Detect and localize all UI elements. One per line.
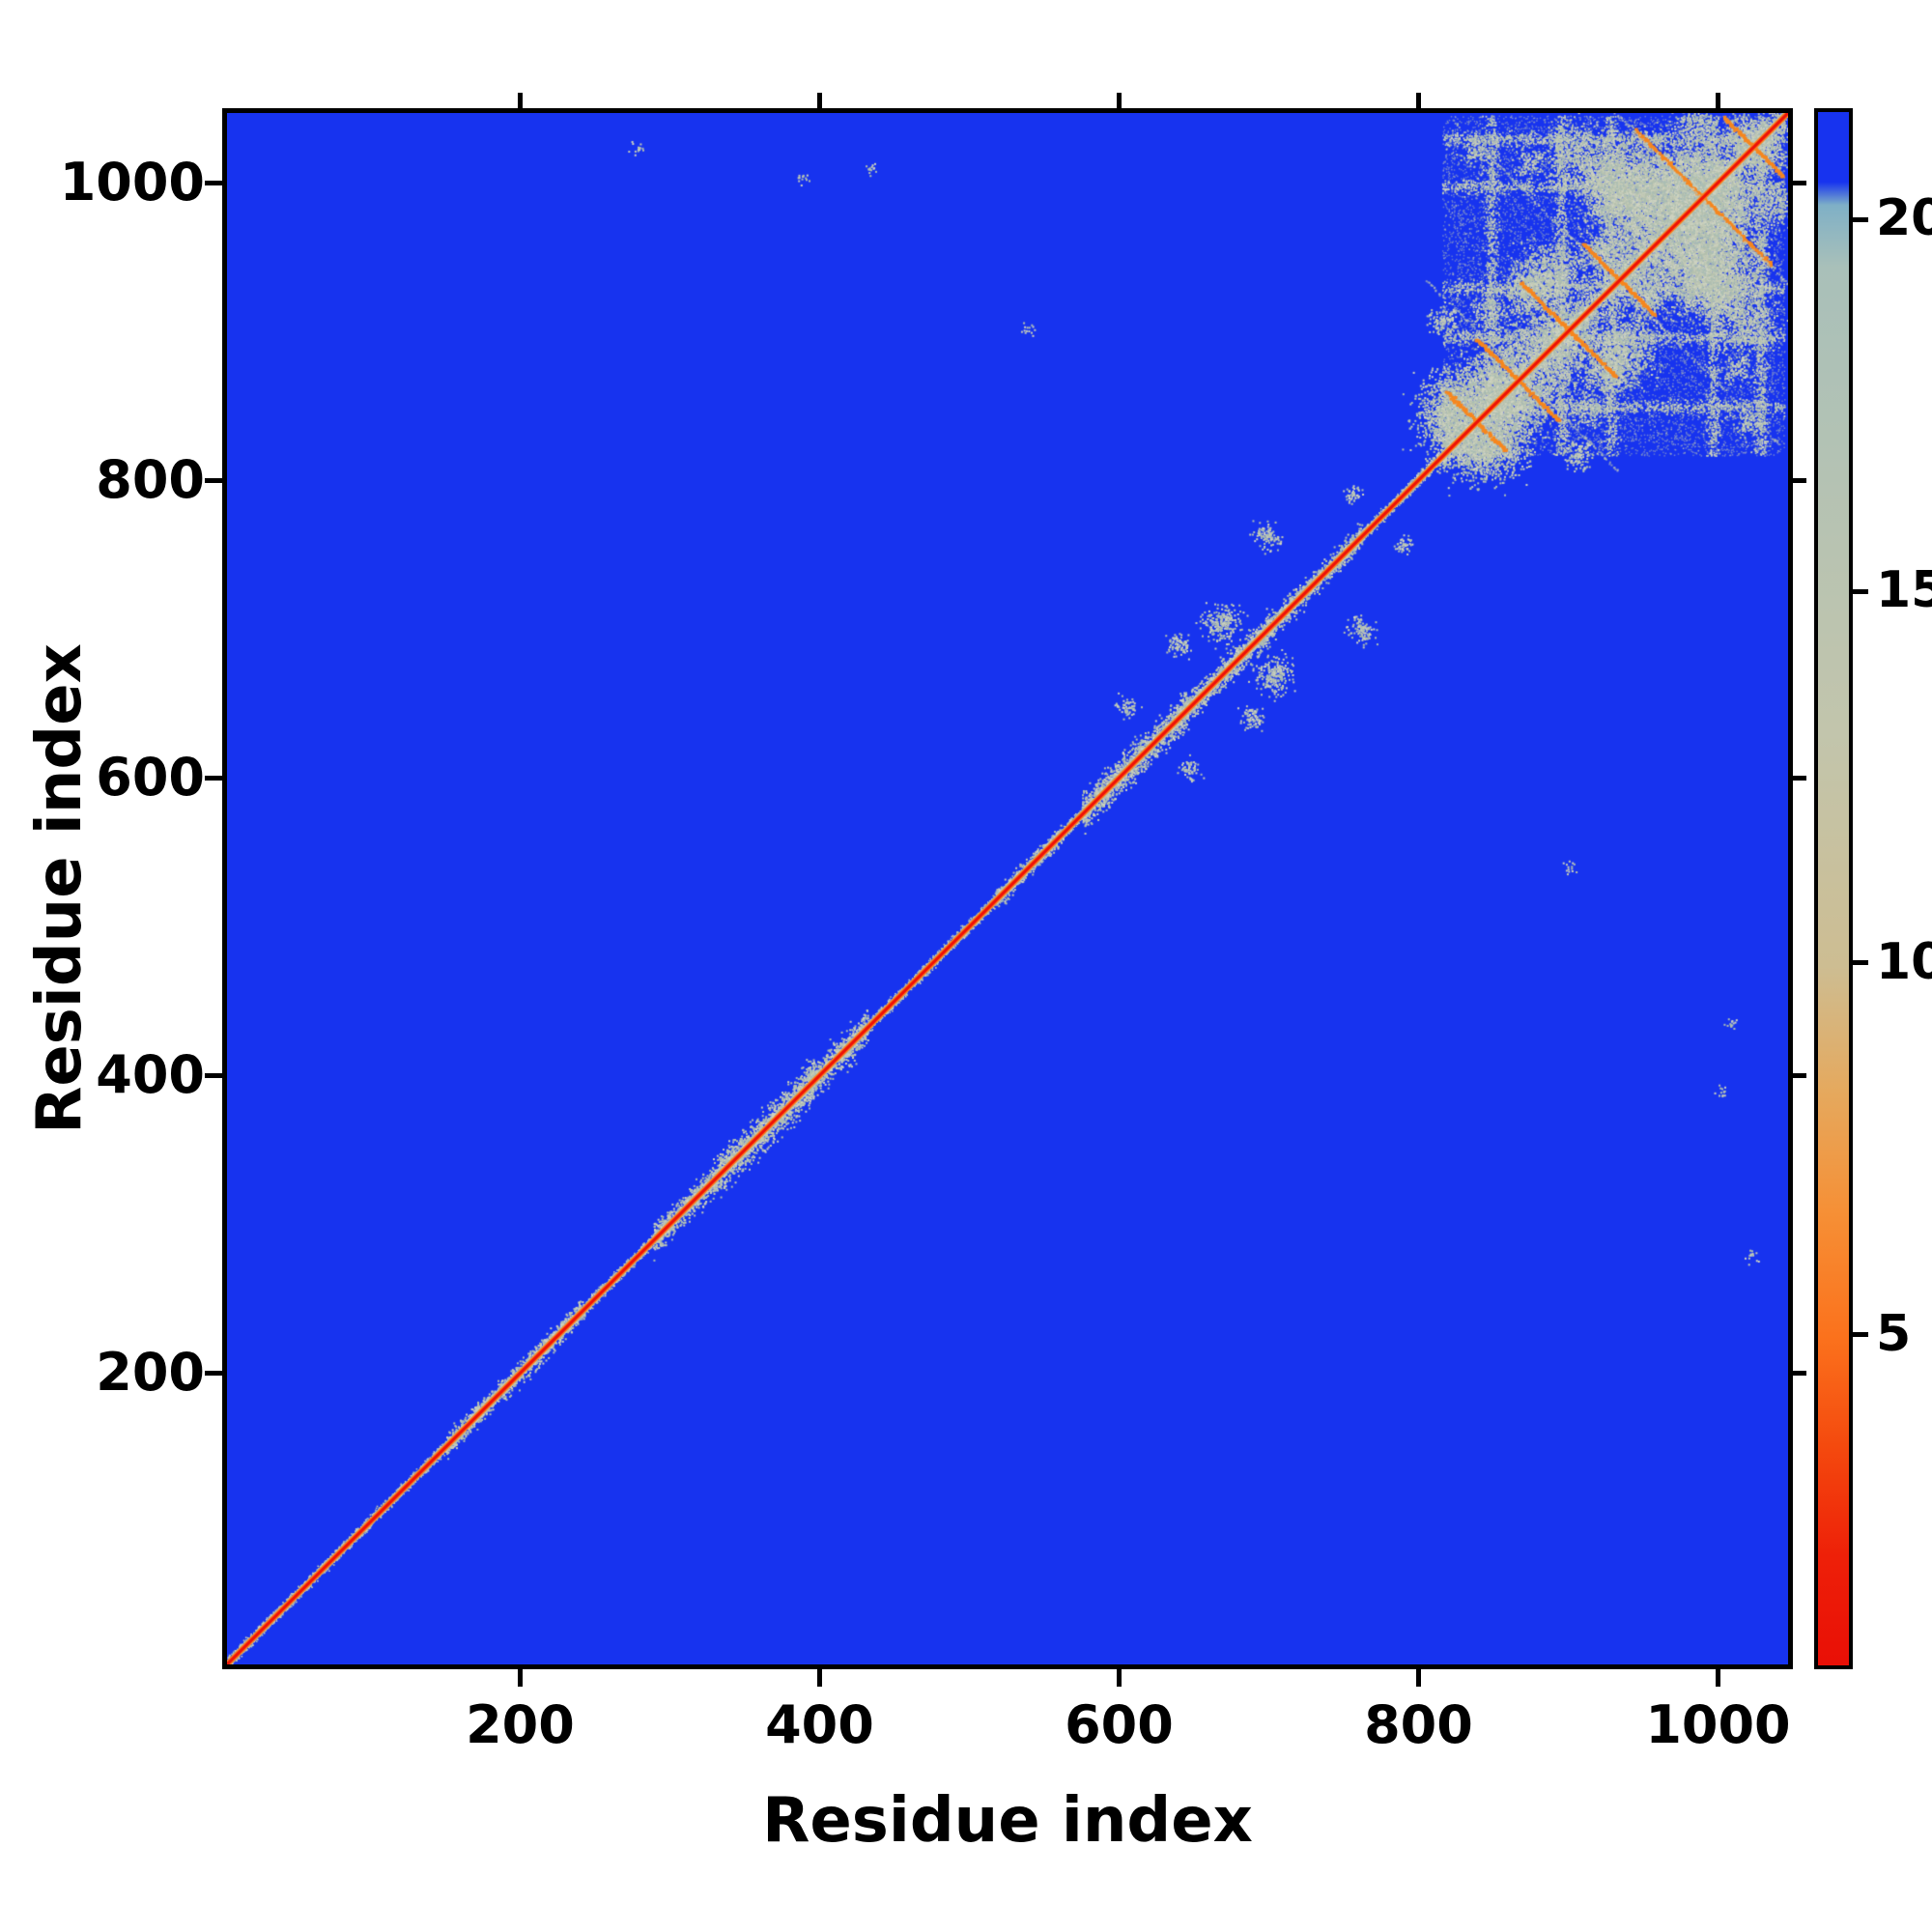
y-tick-label: 800 (96, 449, 205, 511)
x-tick (816, 1669, 822, 1687)
colorbar (1814, 108, 1853, 1669)
x-tick-label: 600 (1065, 1694, 1174, 1755)
x-tick (1715, 1669, 1720, 1687)
x-tick-top (1116, 93, 1122, 108)
y-tick-label: 1000 (59, 152, 205, 213)
y-tick-label: 600 (96, 747, 205, 809)
colorbar-tick (1853, 960, 1868, 966)
y-tick-right (1793, 1370, 1806, 1376)
x-tick-top (816, 93, 822, 108)
x-tick-label: 800 (1364, 1694, 1473, 1755)
x-axis-label: Residue index (762, 1785, 1253, 1857)
y-tick (205, 477, 222, 483)
colorbar-gradient (1818, 112, 1849, 1665)
x-tick (1116, 1669, 1122, 1687)
x-tick-top (1415, 93, 1421, 108)
y-tick-label: 400 (96, 1044, 205, 1106)
y-tick (205, 775, 222, 781)
y-tick (205, 1072, 222, 1078)
y-tick (205, 1370, 222, 1376)
x-tick-label: 200 (466, 1694, 575, 1755)
colorbar-tick (1853, 1332, 1868, 1338)
colorbar-tick-label: 5 (1876, 1304, 1912, 1363)
x-tick-top (517, 93, 523, 108)
x-tick-label: 1000 (1645, 1694, 1791, 1755)
plot-area (222, 108, 1793, 1669)
y-tick-right (1793, 775, 1806, 781)
y-tick (205, 180, 222, 185)
y-tick-right (1793, 477, 1806, 483)
heatmap-canvas (227, 113, 1788, 1664)
x-tick (517, 1669, 523, 1687)
colorbar-tick-label: 20 (1876, 189, 1932, 248)
colorbar-tick-label: 10 (1876, 932, 1932, 991)
colorbar-tick-label: 15 (1876, 561, 1932, 620)
y-tick-right (1793, 180, 1806, 185)
x-tick-label: 400 (765, 1694, 874, 1755)
y-tick-label: 200 (96, 1342, 205, 1404)
x-tick (1415, 1669, 1421, 1687)
x-tick-top (1715, 93, 1720, 108)
colorbar-tick (1853, 216, 1868, 222)
colorbar-tick (1853, 588, 1868, 594)
y-tick-right (1793, 1072, 1806, 1078)
